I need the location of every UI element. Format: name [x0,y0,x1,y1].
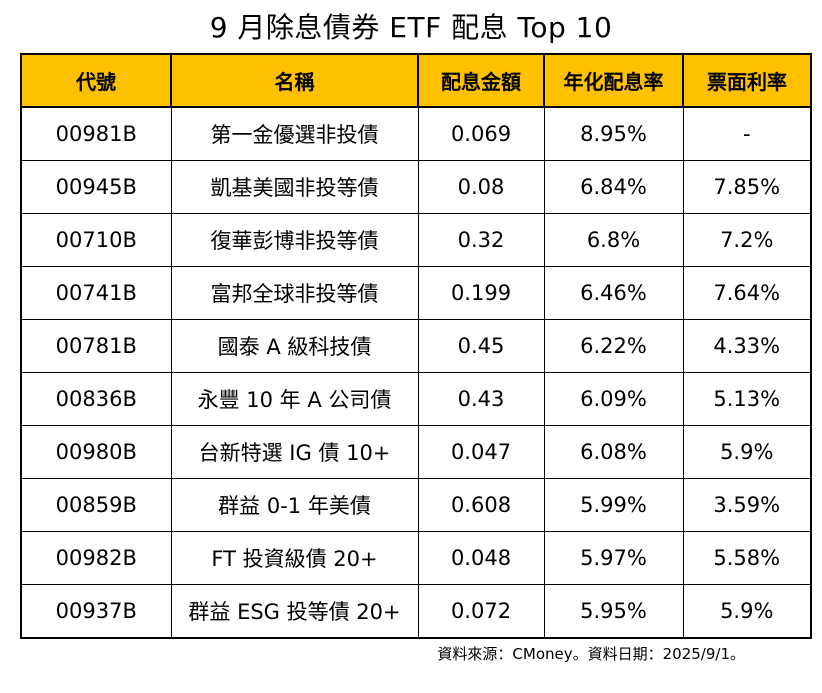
table-cell: 0.072 [417,584,545,639]
table-cell: 0.32 [417,213,545,267]
table-cell: 5.9% [682,584,812,639]
table-cell: 7.85% [682,160,812,214]
table-row: 00982B FT 投資級債 20+ 0.048 5.97% 5.58% [20,531,812,585]
table-cell: 5.99% [543,478,684,532]
table-cell: 6.46% [543,266,684,320]
table-cell: 00859B [20,478,172,532]
table-row: 00781B 國泰 A 級科技債 0.45 6.22% 4.33% [20,319,812,373]
table-cell: 群益 ESG 投等債 20+ [170,584,419,639]
table-cell: 0.608 [417,478,545,532]
table-header-row: 代號 名稱 配息金額 年化配息率 票面利率 [20,53,812,108]
table-cell: 5.9% [682,425,812,479]
table-cell: 8.95% [543,106,684,161]
table-cell: 6.22% [543,319,684,373]
table-cell: 0.43 [417,372,545,426]
header-cell: 代號 [20,53,172,108]
table-cell: 富邦全球非投等債 [170,266,419,320]
table-cell: 4.33% [682,319,812,373]
table-cell: 6.09% [543,372,684,426]
table-cell: 00937B [20,584,172,639]
table-cell: 7.64% [682,266,812,320]
table-cell: FT 投資級債 20+ [170,531,419,585]
header-row: 代號 名稱 配息金額 年化配息率 票面利率 [20,53,812,108]
table-cell: 6.8% [543,213,684,267]
table-cell: 00980B [20,425,172,479]
table-row: 00981B 第一金優選非投債 0.069 8.95% - [20,106,812,161]
table-cell: 00741B [20,266,172,320]
table-cell: 國泰 A 級科技債 [170,319,419,373]
table-cell: 0.199 [417,266,545,320]
header-cell: 年化配息率 [543,53,684,108]
table-row: 00945B 凱基美國非投等債 0.08 6.84% 7.85% [20,160,812,214]
table-cell: 第一金優選非投債 [170,106,419,161]
table-body: 00981B 第一金優選非投債 0.069 8.95% -00945B 凱基美國非投等債 0… [20,106,812,639]
table-cell: 台新特選 IG 債 10+ [170,425,419,479]
table-cell: 5.97% [543,531,684,585]
table-cell: 6.84% [543,160,684,214]
table-cell: 永豐 10 年 A 公司債 [170,372,419,426]
table-cell: 0.08 [417,160,545,214]
table-cell: 00981B [20,106,172,161]
source-note: 資料來源：CMoney。資料日期：2025/9/1。 [437,645,745,663]
table-cell: 3.59% [682,478,812,532]
table-cell: 00710B [20,213,172,267]
header-cell: 配息金額 [417,53,545,108]
table-cell: 0.069 [417,106,545,161]
table-cell: 5.13% [682,372,812,426]
table-cell: 0.048 [417,531,545,585]
table-row: 00859B 群益 0-1 年美債 0.608 5.99% 3.59% [20,478,812,532]
table-cell: 復華彭博非投等債 [170,213,419,267]
header-cell: 名稱 [170,53,419,108]
table-row: 00937B 群益 ESG 投等債 20+ 0.072 5.95% 5.9% [20,584,812,639]
table-cell: 00781B [20,319,172,373]
table-row: 00710B 復華彭博非投等債 0.32 6.8% 7.2% [20,213,812,267]
table-cell: 凱基美國非投等債 [170,160,419,214]
table-cell: 0.45 [417,319,545,373]
table-cell: - [682,106,812,161]
table-cell: 00982B [20,531,172,585]
table-cell: 00836B [20,372,172,426]
table-row: 00741B 富邦全球非投等債 0.199 6.46% 7.64% [20,266,812,320]
table-row: 00980B 台新特選 IG 債 10+ 0.047 6.08% 5.9% [20,425,812,479]
header-cell: 票面利率 [682,53,812,108]
table-cell: 6.08% [543,425,684,479]
page: 9 月除息債券 ETF 配息 Top 10 代號 名稱 配息金額 年化配息率 票面利率 … [0,6,822,693]
table-cell: 7.2% [682,213,812,267]
table-cell: 5.58% [682,531,812,585]
table-cell: 群益 0-1 年美債 [170,478,419,532]
table-cell: 0.047 [417,425,545,479]
page-title: 9 月除息債券 ETF 配息 Top 10 [209,11,613,44]
table-cell: 5.95% [543,584,684,639]
etf-dividend-table: 代號 名稱 配息金額 年化配息率 票面利率 00981B 第一金優選非投債 0.069 8.9… [20,53,812,639]
table-cell: 00945B [20,160,172,214]
table-row: 00836B 永豐 10 年 A 公司債 0.43 6.09% 5.13% [20,372,812,426]
